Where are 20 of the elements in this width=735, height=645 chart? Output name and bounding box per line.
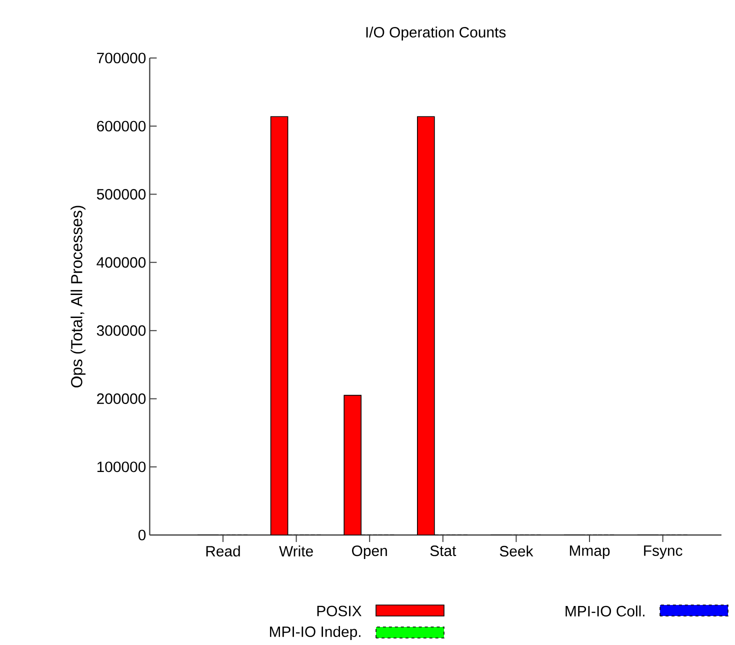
x-tick-label: Stat xyxy=(430,546,456,556)
y-tick-label: 400000 xyxy=(96,257,146,268)
y-tick-label: 600000 xyxy=(97,120,146,132)
y-tick-label: 300000 xyxy=(96,325,146,336)
x-tick-label: Mmap xyxy=(570,546,610,559)
y-tick-label: 500000 xyxy=(96,188,146,200)
legend-label: MPI-IO Coll. xyxy=(566,606,644,616)
y-tick-label: 100000 xyxy=(97,462,146,472)
x-tick-label: Seek xyxy=(500,546,534,556)
y-tick-label: 0 xyxy=(138,530,146,540)
y-tick-label: 700000 xyxy=(97,52,146,64)
x-tick-label: Fsync xyxy=(644,546,682,559)
x-tick-label: Read xyxy=(206,546,240,556)
legend-label: MPI-IO Indep. xyxy=(270,626,360,640)
x-tick-label: Write xyxy=(279,546,313,556)
legend-label: POSIX xyxy=(317,606,362,616)
chart-title: I/O Operation Counts xyxy=(366,26,506,40)
y-tick-label: 200000 xyxy=(97,393,146,404)
x-tick-label: Open xyxy=(352,546,387,560)
y-axis-title: Ops (Total, All Processes) xyxy=(70,206,86,388)
